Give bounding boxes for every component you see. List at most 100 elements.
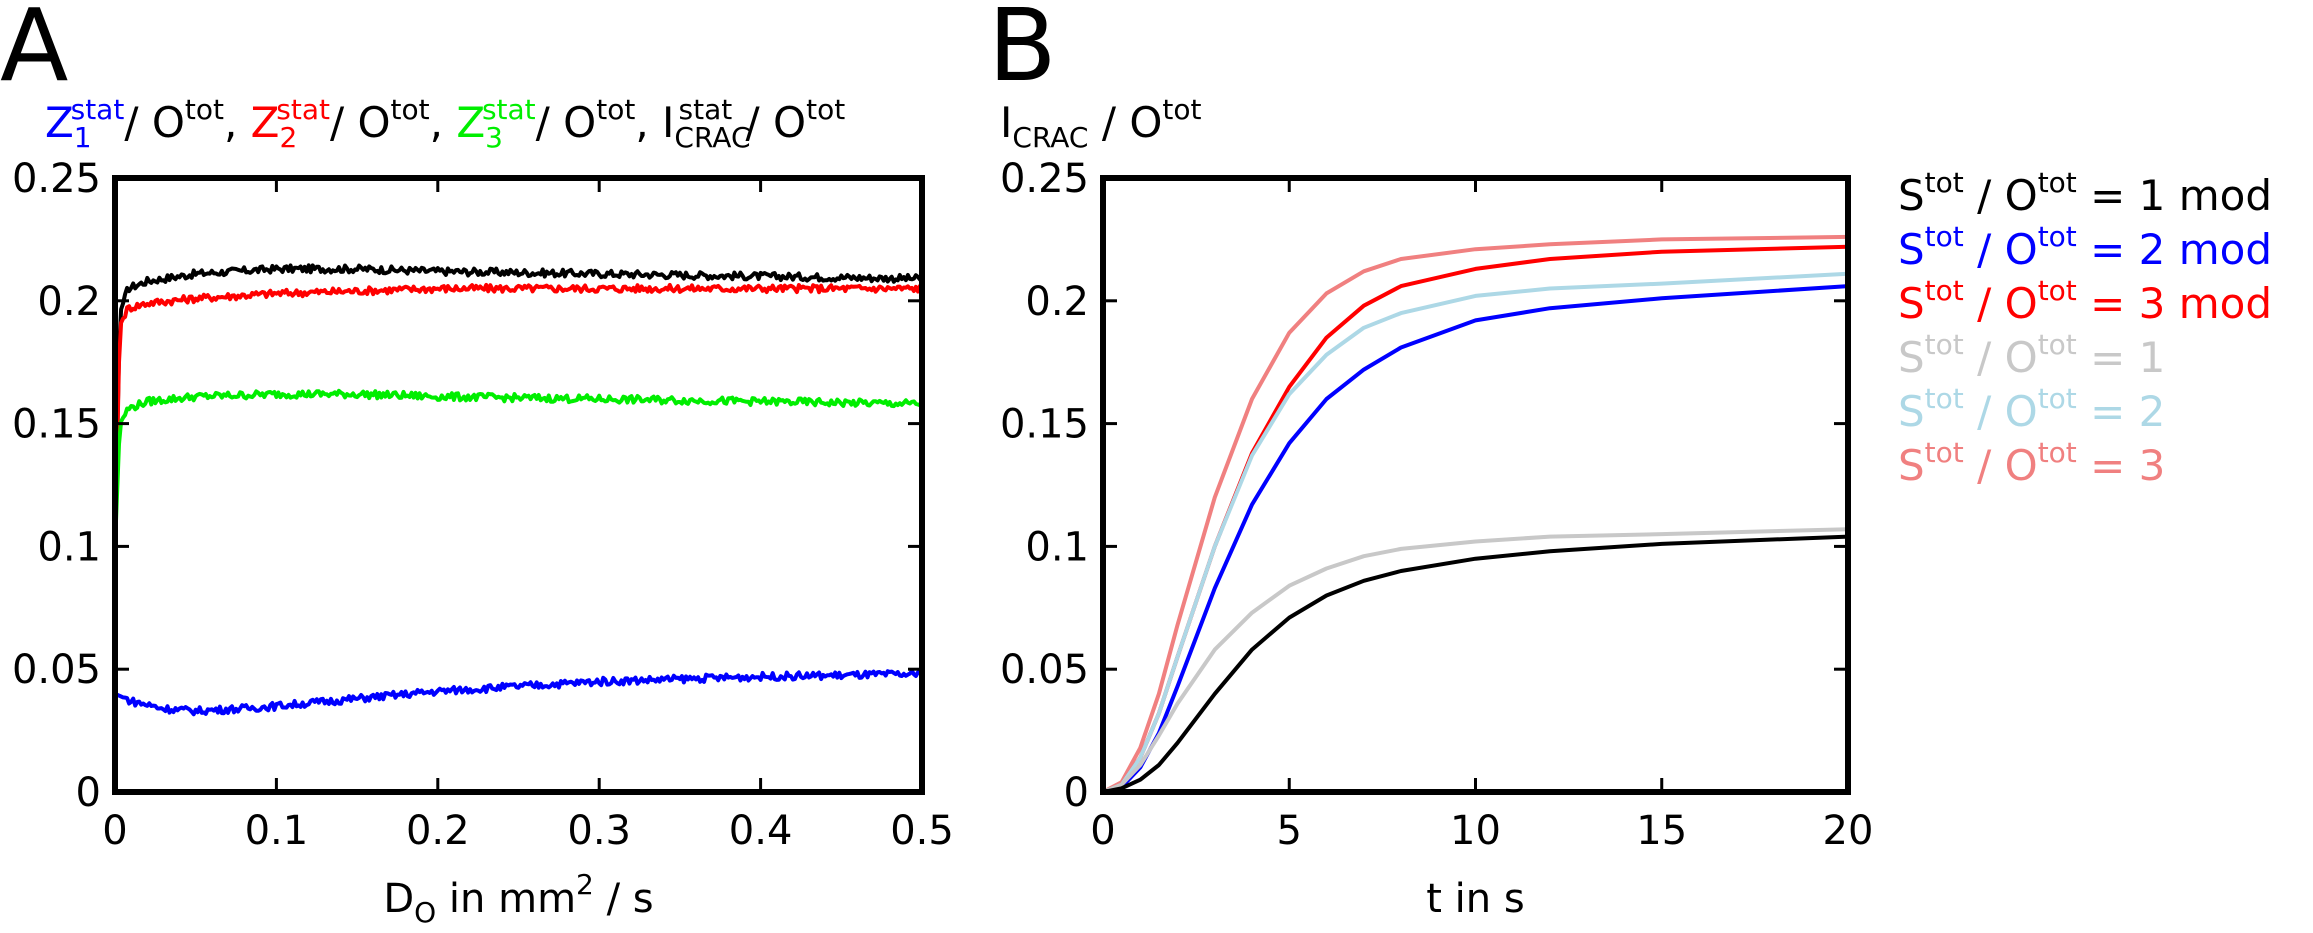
x-tick-label: 0.1	[245, 808, 309, 854]
title-sup: stat	[679, 93, 733, 126]
title-sup: tot	[596, 93, 635, 126]
xlabel-rest: in mm	[436, 876, 576, 922]
legend-sup2: tot	[2038, 436, 2077, 469]
legend-over: / O	[1964, 333, 2038, 382]
legend-s: S	[1898, 279, 1925, 328]
x-tick-label: 0.3	[567, 808, 631, 854]
legend-value: = 2 mod	[2077, 225, 2272, 274]
x-axis-label: t in s	[1426, 876, 1524, 922]
title-sup: tot	[185, 93, 224, 126]
xlabel-tail: / s	[594, 876, 654, 922]
legend-value: = 2	[2077, 387, 2166, 436]
series-line-s-o-1	[1103, 527, 1848, 792]
legend-value: = 3 mod	[2077, 279, 2272, 328]
legend-entry: Stot / Otot = 2 mod	[1898, 220, 2272, 274]
series-line-i-crac	[115, 263, 922, 547]
legend-sup2: tot	[2038, 220, 2077, 253]
legend-sup: tot	[1925, 328, 1964, 361]
x-tick-label: 15	[1636, 808, 1687, 854]
title-part: / O	[1088, 98, 1162, 147]
x-tick-label: 20	[1823, 808, 1874, 854]
title-sub: 2	[279, 121, 297, 154]
title-sup: tot	[1162, 93, 1201, 126]
y-tick-label: 0.25	[12, 156, 101, 202]
x-tick-label: 0	[102, 808, 127, 854]
y-tick-label: 0.05	[1000, 647, 1089, 693]
legend-value: = 1 mod	[2077, 171, 2272, 220]
title-part: / O	[732, 98, 806, 147]
title-sub: CRAC	[1012, 121, 1088, 154]
title-part: / O	[124, 98, 185, 147]
legend-sup2: tot	[2038, 166, 2077, 199]
x-tick-label: 5	[1277, 808, 1302, 854]
legend-over: / O	[1964, 225, 2038, 274]
legend-sup: tot	[1925, 220, 1964, 253]
legend-sup: tot	[1925, 382, 1964, 415]
y-tick-label: 0.15	[1000, 402, 1089, 448]
legend-s: S	[1898, 441, 1925, 490]
title-part: , I	[635, 98, 674, 147]
legend-over: / O	[1964, 441, 2038, 490]
title-part: / O	[536, 98, 597, 147]
y-tick-label: 0.1	[37, 524, 101, 570]
xlabel-sup: 2	[576, 868, 594, 901]
legend-sup2: tot	[2038, 328, 2077, 361]
y-tick-label: 0	[76, 770, 101, 816]
title-part: I	[1000, 98, 1012, 147]
y-tick-label: 0.15	[12, 402, 101, 448]
y-tick-label: 0.1	[1025, 524, 1089, 570]
legend-sup: tot	[1925, 274, 1964, 307]
panel-letter: A	[0, 0, 68, 104]
xlabel-main: D	[383, 876, 414, 922]
legend-sup2: tot	[2038, 382, 2077, 415]
legend-entry: Stot / Otot = 1 mod	[1898, 166, 2272, 220]
x-tick-label: 0	[1090, 808, 1115, 854]
title-sub: 3	[485, 121, 503, 154]
y-tick-label: 0.25	[1000, 156, 1089, 202]
y-tick-label: 0	[1064, 770, 1089, 816]
title-sub: CRAC	[674, 121, 750, 154]
series-line-z2	[115, 282, 922, 547]
legend-over: / O	[1964, 171, 2038, 220]
title-sup: tot	[391, 93, 430, 126]
title-part: ,	[430, 98, 457, 147]
x-tick-label: 10	[1450, 808, 1501, 854]
title-part: / O	[330, 98, 391, 147]
x-tick-label: 0.4	[729, 808, 793, 854]
title-part: Z	[45, 98, 74, 147]
series-line-z1	[115, 668, 922, 717]
legend-s: S	[1898, 387, 1925, 436]
xlabel-sub: O	[414, 896, 436, 929]
legend-s: S	[1898, 171, 1925, 220]
x-axis-label: DO​ in mm2​ / s	[383, 868, 653, 929]
xlabel-main: t in s	[1426, 876, 1524, 922]
chart-title: ICRAC​ / Otot​	[1000, 93, 1202, 154]
legend-value: = 3	[2077, 441, 2166, 490]
legend-entry: Stot / Otot = 1	[1898, 328, 2165, 382]
series-group	[115, 263, 922, 717]
title-part: Z	[456, 98, 485, 147]
series-line-s-o-2	[1103, 271, 1848, 792]
series-group	[1103, 234, 1848, 792]
series-line-s-o-3	[1103, 234, 1848, 792]
legend-sup: tot	[1925, 166, 1964, 199]
legend-entry: Stot / Otot = 2	[1898, 382, 2165, 436]
title-sub: 1	[74, 121, 92, 154]
legend-s: S	[1898, 333, 1925, 382]
panel-letter: B	[988, 0, 1057, 104]
series-line-z3	[115, 388, 922, 547]
title-part: Z	[251, 98, 280, 147]
y-tick-label: 0.2	[37, 279, 101, 325]
series-line-s-o-1-mod	[1103, 534, 1848, 792]
legend-entry: Stot / Otot = 3	[1898, 436, 2165, 490]
x-tick-label: 0.2	[406, 808, 470, 854]
title-sup: stat	[482, 93, 536, 126]
legend-over: / O	[1964, 387, 2038, 436]
legend-value: = 1	[2077, 333, 2166, 382]
title-sup: tot	[806, 93, 845, 126]
legend-over: / O	[1964, 279, 2038, 328]
